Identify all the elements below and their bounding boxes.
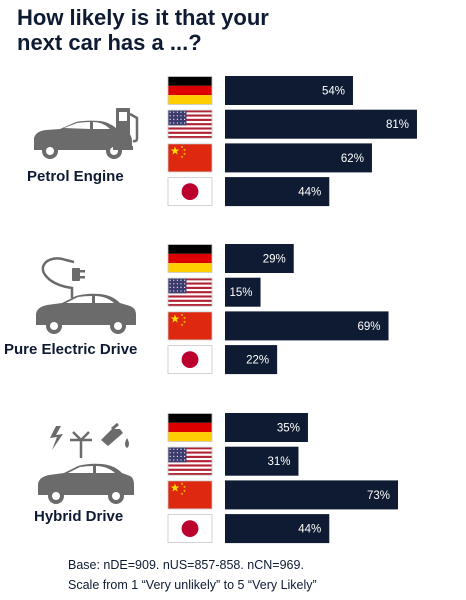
bar-pure-electric-drive-japan — [225, 345, 278, 375]
title-line-1: How likely is it that your — [17, 5, 269, 30]
value-label-petrol-engine-germany: 54% — [322, 86, 345, 98]
flag-germany-icon — [167, 76, 213, 105]
flag-germany-icon — [167, 413, 213, 442]
flag-china-icon — [167, 480, 213, 510]
bar-pure-electric-drive-usa — [225, 277, 261, 307]
value-label-pure-electric-drive-usa: 15% — [230, 287, 253, 299]
footnote-scale: Scale from 1 “Very unlikely” to 5 “Very … — [68, 578, 317, 592]
bar-petrol-engine-china — [225, 143, 372, 173]
value-label-hybrid-drive-china: 73% — [367, 490, 390, 502]
group-label-petrol-engine: Petrol Engine — [27, 168, 124, 185]
value-label-petrol-engine-china: 62% — [341, 153, 364, 165]
flag-japan-icon — [167, 514, 213, 543]
bar-petrol-engine-germany — [225, 76, 353, 105]
flag-usa-icon — [167, 277, 213, 307]
flag-usa-icon — [167, 109, 213, 139]
bar-pure-electric-drive-germany — [225, 244, 294, 273]
bar-petrol-engine-japan — [225, 177, 330, 207]
bar-pure-electric-drive-china — [225, 311, 389, 341]
bar-hybrid-drive-germany — [225, 413, 308, 442]
flag-china-icon — [167, 143, 213, 173]
bar-hybrid-drive-japan — [225, 514, 330, 544]
value-label-petrol-engine-usa: 81% — [386, 119, 409, 131]
title-line-2: next car has a ...? — [17, 30, 202, 55]
chart-title: How likely is it that your next car has … — [17, 5, 269, 55]
group-label-pure-electric-drive: Pure Electric Drive — [4, 341, 138, 358]
flag-usa-icon — [167, 446, 213, 476]
hybrid-car-icon — [38, 422, 134, 504]
value-label-hybrid-drive-germany: 35% — [277, 423, 300, 435]
flag-china-icon — [167, 311, 213, 341]
value-label-hybrid-drive-japan: 44% — [298, 524, 321, 536]
petrol-car-icon — [34, 108, 139, 159]
category-icons — [34, 108, 139, 504]
bar-hybrid-drive-china — [225, 480, 399, 510]
value-label-petrol-engine-japan: 44% — [298, 187, 321, 199]
bars: 54% 81% 62% 44% 29% 15% 69% 22% 35% 31% 73% 44% — [225, 76, 417, 544]
bar-petrol-engine-usa — [225, 109, 417, 139]
country-flags — [167, 76, 213, 543]
footnote: Base: nDE=909. nUS=857-858. nCN=969. Sca… — [68, 555, 317, 595]
bar-hybrid-drive-usa — [225, 446, 299, 476]
electric-car-icon — [36, 257, 136, 334]
value-label-pure-electric-drive-germany: 29% — [263, 254, 286, 266]
flag-japan-icon — [167, 345, 213, 375]
footnote-base: Base: nDE=909. nUS=857-858. nCN=969. — [68, 558, 304, 572]
value-label-pure-electric-drive-china: 69% — [357, 321, 380, 333]
flag-japan-icon — [167, 177, 213, 207]
flag-germany-icon — [167, 244, 213, 273]
value-label-hybrid-drive-usa: 31% — [267, 456, 290, 468]
group-label-hybrid-drive: Hybrid Drive — [34, 508, 124, 525]
value-label-pure-electric-drive-japan: 22% — [246, 355, 269, 367]
